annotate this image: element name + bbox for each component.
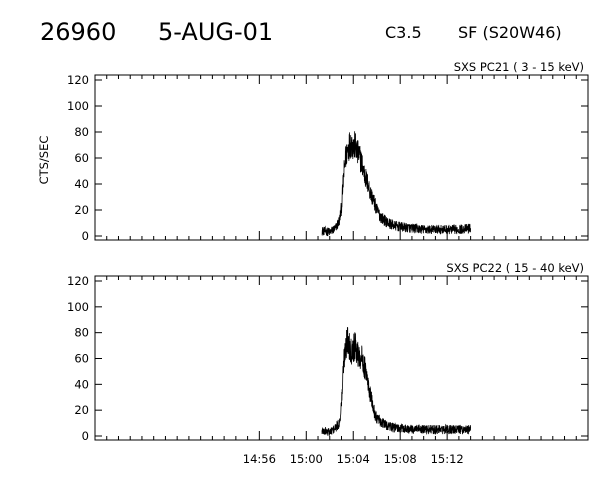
y-tick-label: 60 (74, 352, 89, 366)
y-tick-label: 40 (74, 377, 89, 391)
event-date: 5-AUG-01 (158, 18, 273, 46)
y-tick-label: 40 (74, 177, 89, 191)
goes-class: C3.5 (385, 23, 422, 42)
y-tick-label: 120 (67, 73, 89, 87)
event-id: 26960 (40, 18, 116, 46)
flare-location: SF (S20W46) (458, 23, 562, 42)
y-tick-label: 60 (74, 151, 89, 165)
panel-title-pc22: SXS PC22 ( 15 - 40 keV) (446, 261, 584, 275)
x-tick-label: 15:00 (290, 452, 323, 466)
x-tick-label: 15:12 (431, 452, 464, 466)
x-tick-label: 14:56 (243, 452, 276, 466)
y-tick-label: 20 (74, 203, 89, 217)
y-tick-label: 0 (82, 429, 89, 443)
y-tick-label: 100 (67, 99, 89, 113)
y-tick-label: 0 (82, 229, 89, 243)
y-tick-label: 80 (74, 326, 89, 340)
y-axis-label: CTS/SEC (37, 136, 51, 185)
series-line-pc22 (321, 326, 472, 437)
y-tick-label: 120 (67, 274, 89, 288)
x-tick-label: 15:04 (337, 452, 370, 466)
y-tick-label: 100 (67, 300, 89, 314)
panel-title-pc21: SXS PC21 ( 3 - 15 keV) (454, 60, 584, 74)
plot-frame-pc22 (94, 275, 589, 441)
panel-pc22: SXS PC22 ( 15 - 40 keV) 020406080100120 … (67, 261, 589, 466)
y-tick-label: 80 (74, 125, 89, 139)
y-tick-label: 20 (74, 403, 89, 417)
panel-pc21: SXS PC21 ( 3 - 15 keV) CTS/SEC 0 20 40 60 80… (37, 60, 589, 243)
x-tick-label: 15:08 (384, 452, 417, 466)
series-line-pc21 (321, 131, 472, 237)
